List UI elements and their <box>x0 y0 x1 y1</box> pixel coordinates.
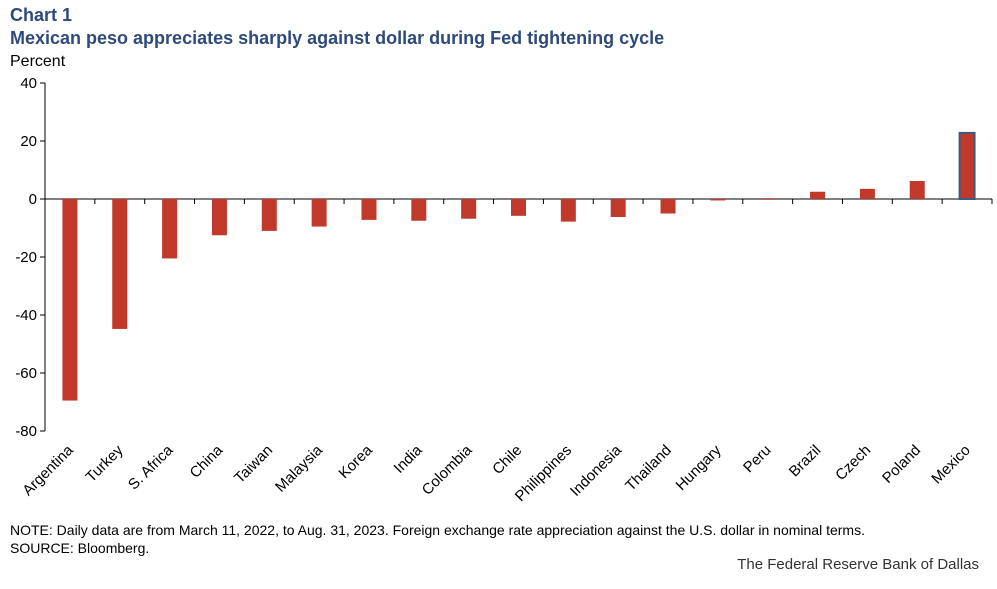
bar-indonesia <box>610 199 626 217</box>
bar-china <box>211 199 227 236</box>
bar-philippines <box>560 199 576 222</box>
x-tick-label: Taiwan <box>231 442 276 487</box>
x-tick-label: Colombia <box>419 441 476 498</box>
bar-peru <box>760 198 776 199</box>
bar-thailand <box>660 199 676 214</box>
x-tick-label: Peru <box>740 442 774 476</box>
x-tick-label: Mexico <box>928 442 974 488</box>
bar-korea <box>361 199 377 220</box>
y-tick-label: 0 <box>29 191 37 208</box>
y-tick-label: -40 <box>15 307 37 324</box>
chart-note: NOTE: Daily data are from March 11, 2022… <box>10 522 865 538</box>
y-axis-unit-label: Percent <box>10 53 66 70</box>
x-tick-label: Hungary <box>673 441 725 493</box>
x-tick-label: Malaysia <box>272 441 326 495</box>
x-tick-label: India <box>391 441 426 476</box>
y-tick-label: -20 <box>15 249 37 266</box>
y-axis: 40 20 0 -20 -40 -60 -80 <box>15 75 993 440</box>
bar-hungary <box>710 199 726 201</box>
y-tick-label: 20 <box>20 133 37 150</box>
chart-source: SOURCE: Bloomberg. <box>10 540 150 556</box>
bars <box>62 131 976 401</box>
y-tick-label: -80 <box>15 423 37 440</box>
bar-taiwan <box>261 199 277 231</box>
chart-title: Mexican peso appreciates sharply against… <box>10 28 665 48</box>
chart-label: Chart 1 <box>10 5 73 25</box>
credit-line: The Federal Reserve Bank of Dallas <box>737 556 979 573</box>
x-tick-label: Indonesia <box>567 441 625 499</box>
bar-poland <box>909 181 925 199</box>
y-tick-label: 40 <box>20 75 37 92</box>
bar-chile <box>511 199 526 216</box>
x-tick-label: Thailand <box>622 442 675 495</box>
x-tick-label: China <box>187 441 227 481</box>
bar-malaysia <box>311 199 327 227</box>
bar-colombia <box>461 199 477 219</box>
y-tick-label: -60 <box>15 365 37 382</box>
bar-brazil <box>810 191 826 199</box>
bar-czech <box>859 188 875 199</box>
x-tick-label: Korea <box>335 441 376 482</box>
x-tick-label: Argentina <box>19 441 77 499</box>
x-tick-label: S. Africa <box>125 441 177 493</box>
bar-s-africa <box>162 199 178 259</box>
bar-mexico <box>958 131 976 201</box>
bar-argentina <box>62 199 78 401</box>
x-tick-label: Chile <box>489 442 525 478</box>
x-tick-label: Czech <box>832 442 874 484</box>
bar-india <box>411 199 427 221</box>
x-tick-label: Poland <box>879 442 924 487</box>
x-tick-label: Brazil <box>786 442 825 481</box>
x-tick-label: Turkey <box>83 441 127 485</box>
bar-turkey <box>112 199 128 329</box>
